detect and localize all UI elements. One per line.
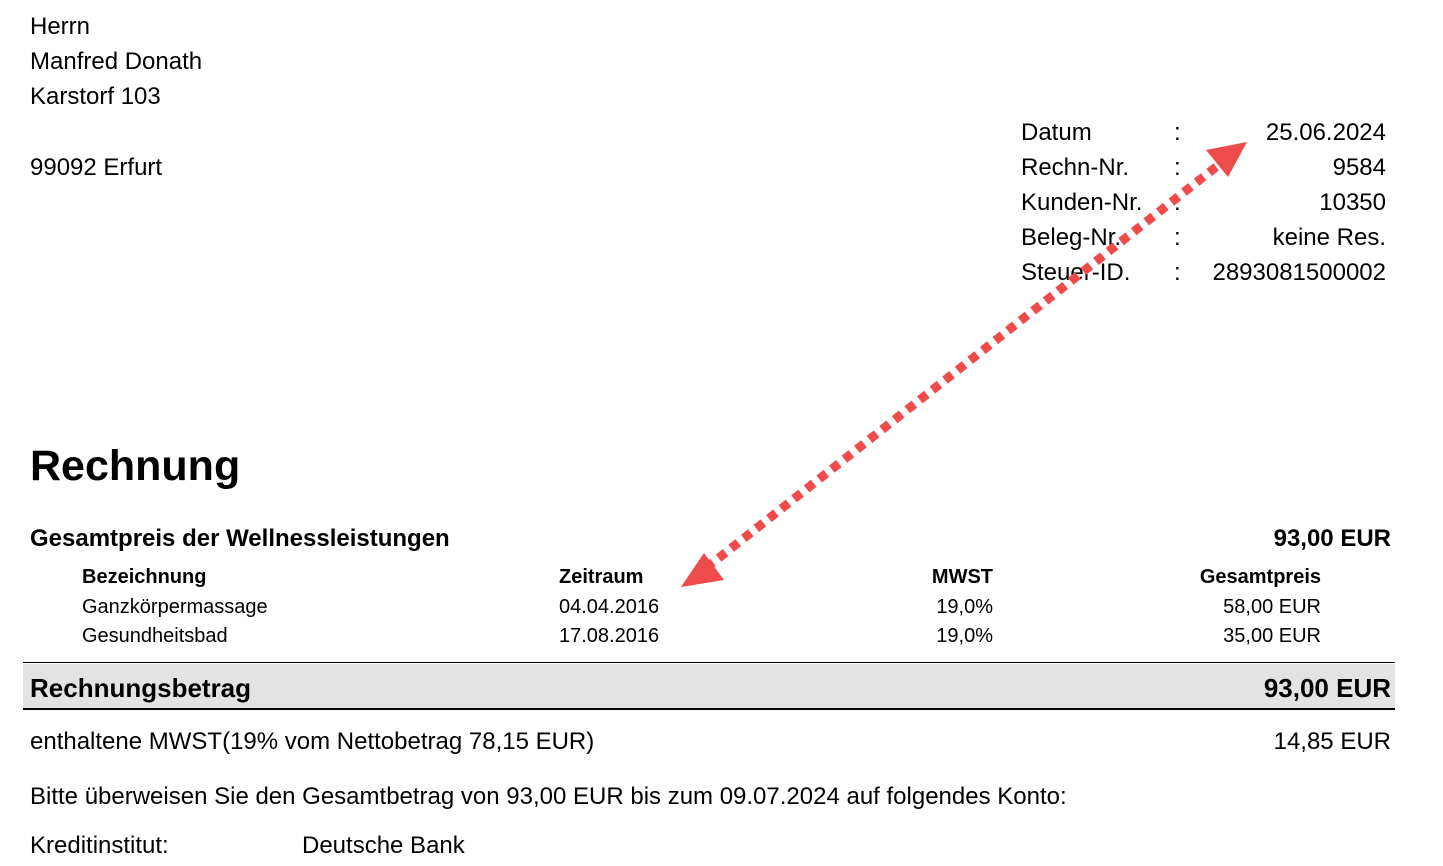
meta-label-rechn-nr: Rechn-Nr. — [1021, 154, 1130, 181]
cell-mwst: 19,0% — [936, 625, 993, 647]
total-label: Rechnungsbetrag — [30, 673, 252, 703]
column-header-bezeichnung: Bezeichnung — [82, 566, 207, 588]
cell-bezeichnung: Gesundheitsbad — [82, 625, 228, 647]
bank-label: Kreditinstitut: — [30, 832, 169, 859]
meta-value-beleg-nr: keine Res. — [1272, 224, 1386, 251]
meta-label-beleg-nr: Beleg-Nr. — [1021, 224, 1122, 251]
column-header-gesamtpreis: Gesamtpreis — [1199, 566, 1321, 588]
cell-zeitraum: 17.08.2016 — [559, 625, 660, 647]
cell-gesamtpreis: 58,00 EUR — [1223, 596, 1321, 618]
document-title: Rechnung — [30, 442, 241, 490]
column-header-mwst: MWST — [931, 566, 993, 588]
meta-label-datum: Datum — [1021, 119, 1092, 146]
meta-value-rechn-nr: 9584 — [1332, 154, 1386, 181]
meta-colon: : — [1174, 224, 1181, 251]
divider-top — [23, 662, 1395, 663]
meta-colon: : — [1174, 154, 1181, 181]
recipient-street: Karstorf 103 — [30, 83, 161, 110]
section-label: Gesamtpreis der Wellnessleistungen — [30, 525, 450, 552]
vat-amount: 14,85 EUR — [1273, 728, 1391, 755]
total-band — [23, 664, 1395, 708]
cell-mwst: 19,0% — [936, 596, 993, 618]
column-header-zeitraum: Zeitraum — [559, 566, 644, 588]
payment-note: Bitte überweisen Sie den Gesamtbetrag vo… — [30, 783, 1067, 810]
meta-value-steuer-id: 2893081500002 — [1212, 259, 1386, 286]
recipient-city: 99092 Erfurt — [30, 154, 163, 181]
total-amount: 93,00 EUR — [1263, 673, 1391, 703]
cell-zeitraum: 04.04.2016 — [559, 596, 660, 618]
vat-label: enthaltene MWST(19% vom Nettobetrag 78,1… — [30, 728, 595, 755]
meta-label-kunden-nr: Kunden-Nr. — [1021, 189, 1143, 216]
meta-colon: : — [1174, 259, 1181, 286]
section-amount: 93,00 EUR — [1273, 525, 1391, 552]
meta-value-datum: 25.06.2024 — [1265, 119, 1386, 146]
meta-value-kunden-nr: 10350 — [1319, 189, 1386, 216]
cell-gesamtpreis: 35,00 EUR — [1223, 625, 1321, 647]
meta-colon: : — [1174, 119, 1181, 146]
bank-value: Deutsche Bank — [302, 832, 465, 859]
recipient-salutation: Herrn — [30, 13, 91, 40]
recipient-name: Manfred Donath — [30, 48, 203, 75]
cell-bezeichnung: Ganzkörpermassage — [82, 596, 268, 618]
divider-bottom — [23, 708, 1395, 710]
